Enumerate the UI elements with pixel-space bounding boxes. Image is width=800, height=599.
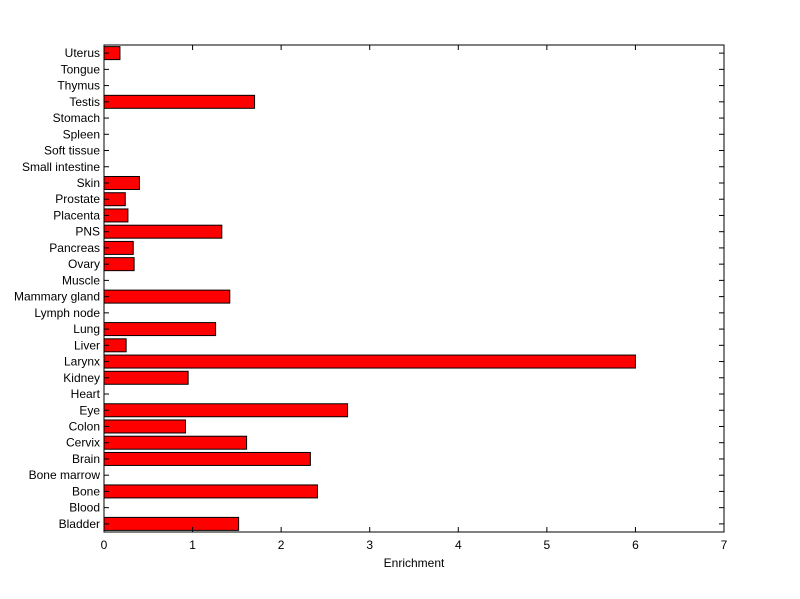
y-tick-label: Heart (71, 387, 101, 401)
y-tick-label: Prostate (55, 192, 100, 206)
bar-testis (103, 94, 256, 109)
y-tick-label: Lung (73, 322, 100, 336)
x-tick-label: 2 (278, 538, 285, 552)
y-tick-label: Thymus (57, 79, 100, 93)
y-tick-label: Skin (77, 176, 100, 190)
y-tick-label: Ovary (68, 257, 100, 271)
y-ticks-group: Uterus Tongue Thymus Testis Stomach Spleen Sof… (14, 46, 724, 531)
bar-larynx (103, 354, 636, 369)
y-tick-label: Bone marrow (29, 468, 101, 482)
x-tick-label: 6 (632, 538, 639, 552)
y-tick-label: Stomach (53, 111, 100, 125)
y-tick-label: Liver (74, 338, 100, 352)
bar-kidney (103, 370, 189, 385)
plot-area (104, 45, 724, 532)
y-tick-label: Colon (69, 419, 100, 433)
y-tick-label: Tongue (61, 62, 101, 76)
y-tick-label: Uterus (65, 46, 100, 60)
y-tick-label: Testis (69, 95, 100, 109)
y-tick-label: Small intestine (22, 160, 100, 174)
bar-cervix (103, 435, 248, 450)
y-tick-label: Mammary gland (14, 290, 100, 304)
y-tick-label: Larynx (64, 355, 100, 369)
y-tick-label: Blood (69, 501, 100, 515)
bar-bladder (103, 516, 240, 531)
y-tick-label: Kidney (63, 371, 100, 385)
y-tick-label: Spleen (63, 127, 100, 141)
x-axis-label: Enrichment (384, 556, 445, 570)
x-tick-label: 3 (366, 538, 373, 552)
x-tick-label: 5 (544, 538, 551, 552)
bar-pns (103, 224, 223, 239)
plot-frame (103, 44, 725, 533)
y-tick-label: Bone (72, 484, 100, 498)
y-tick-label: Brain (72, 452, 100, 466)
x-tick-label: 7 (721, 538, 728, 552)
y-tick-label: Bladder (59, 517, 100, 531)
x-tick-label: 1 (189, 538, 196, 552)
bar-brain (103, 451, 311, 466)
y-tick-label: Pancreas (49, 241, 100, 255)
bar-eye (103, 403, 349, 418)
y-tick-label: Soft tissue (44, 144, 100, 158)
bar-skin (103, 175, 140, 190)
bar-bone (103, 484, 318, 499)
y-tick-label: Cervix (66, 436, 100, 450)
bar-colon (103, 419, 186, 434)
x-tick-label: 0 (101, 538, 108, 552)
y-tick-label: Placenta (53, 208, 100, 222)
bar-mammary-gland (103, 289, 231, 304)
y-tick-label: Eye (79, 403, 100, 417)
y-tick-label: Muscle (62, 273, 100, 287)
bar-lung (103, 322, 217, 337)
y-tick-label: PNS (75, 225, 100, 239)
x-tick-label: 4 (455, 538, 462, 552)
y-tick-label: Lymph node (34, 306, 100, 320)
